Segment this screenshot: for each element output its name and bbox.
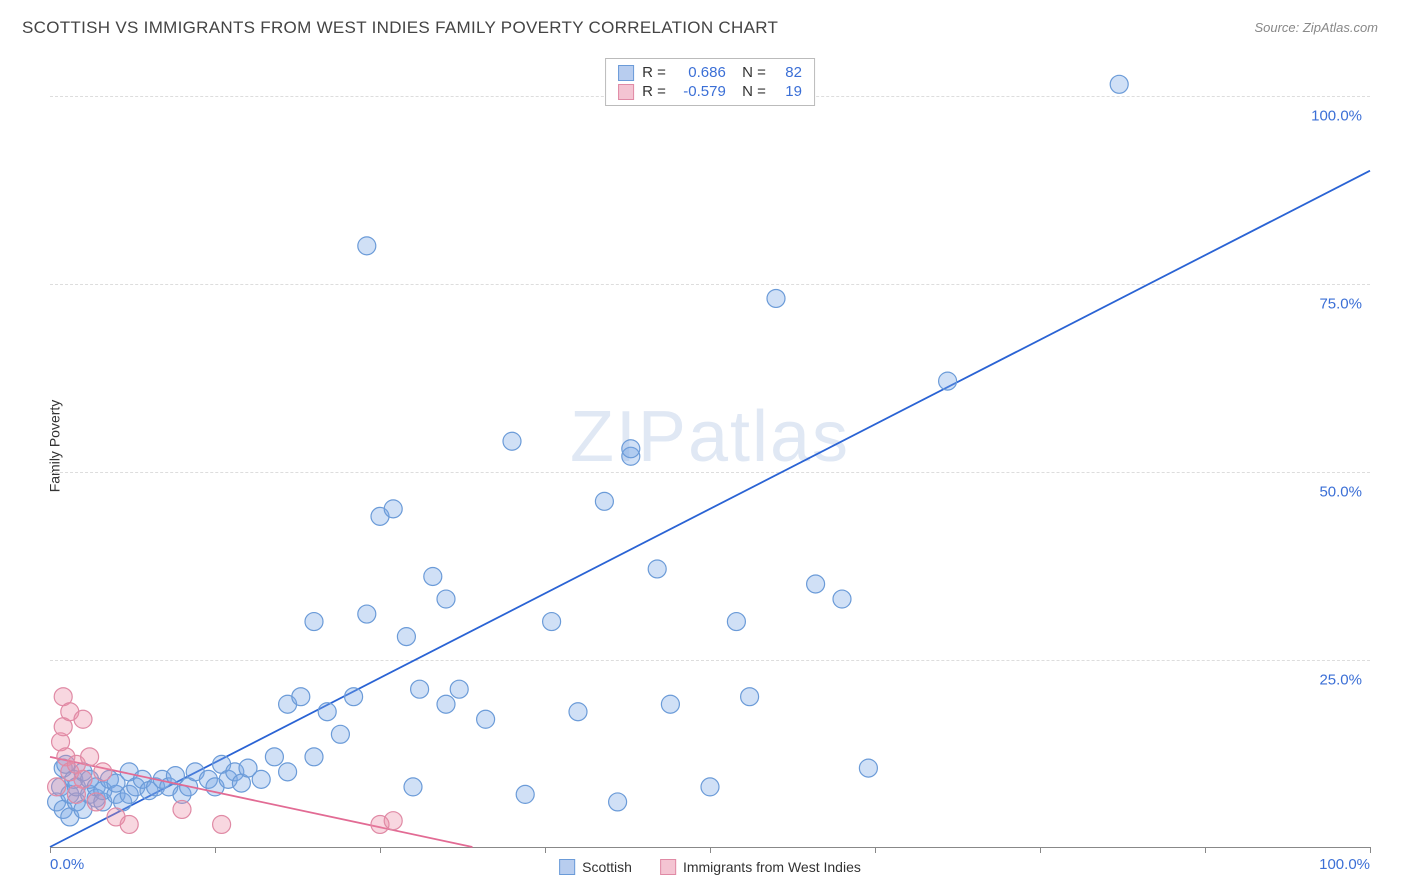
x-axis-min-label: 0.0% xyxy=(50,856,84,873)
data-point xyxy=(609,793,627,811)
source-attribution: Source: ZipAtlas.com xyxy=(1254,20,1378,35)
stats-row: R = -0.579 N = 19 xyxy=(618,82,802,101)
data-point xyxy=(81,748,99,766)
data-point xyxy=(622,440,640,458)
data-point xyxy=(74,710,92,728)
r-label: R = xyxy=(642,83,666,100)
x-tick xyxy=(545,847,546,853)
data-point xyxy=(595,492,613,510)
stats-legend-box: R = 0.686 N = 82 R = -0.579 N = 19 xyxy=(605,58,815,106)
data-point xyxy=(265,748,283,766)
data-point xyxy=(701,778,719,796)
data-point xyxy=(252,770,270,788)
legend-swatch xyxy=(618,65,634,81)
data-point xyxy=(120,815,138,833)
data-point xyxy=(384,812,402,830)
x-tick xyxy=(1370,847,1371,853)
data-point xyxy=(767,289,785,307)
legend-swatch xyxy=(559,859,575,875)
x-tick xyxy=(215,847,216,853)
data-point xyxy=(279,763,297,781)
data-point xyxy=(48,778,66,796)
data-point xyxy=(424,567,442,585)
data-point xyxy=(661,695,679,713)
x-tick xyxy=(710,847,711,853)
data-point xyxy=(305,748,323,766)
data-point xyxy=(727,613,745,631)
data-point xyxy=(345,688,363,706)
data-point xyxy=(292,688,310,706)
legend-swatch xyxy=(618,84,634,100)
data-point xyxy=(859,759,877,777)
data-point xyxy=(87,793,105,811)
data-point xyxy=(503,432,521,450)
legend-label: Immigrants from West Indies xyxy=(683,859,861,875)
legend-item: Scottish xyxy=(559,859,632,875)
x-tick xyxy=(875,847,876,853)
data-point xyxy=(358,237,376,255)
r-value: -0.579 xyxy=(674,83,726,100)
n-label: N = xyxy=(734,64,766,81)
data-point xyxy=(437,695,455,713)
data-point xyxy=(807,575,825,593)
data-point xyxy=(741,688,759,706)
data-point xyxy=(318,703,336,721)
plot-area: ZIPatlas 25.0%50.0%75.0%100.0% R =0.686 … xyxy=(50,58,1370,848)
n-label: N = xyxy=(734,83,766,100)
data-point xyxy=(477,710,495,728)
data-point xyxy=(384,500,402,518)
data-point xyxy=(516,785,534,803)
stats-row: R = 0.686 N = 82 xyxy=(618,63,802,82)
legend-label: Scottish xyxy=(582,859,632,875)
r-label: R = xyxy=(642,64,666,81)
x-tick xyxy=(1040,847,1041,853)
data-point xyxy=(411,680,429,698)
data-point xyxy=(74,770,92,788)
data-point xyxy=(404,778,422,796)
data-point xyxy=(358,605,376,623)
x-tick xyxy=(380,847,381,853)
x-axis-max-label: 100.0% xyxy=(1319,856,1370,873)
data-point xyxy=(543,613,561,631)
n-value: 82 xyxy=(774,64,802,81)
n-value: 19 xyxy=(774,83,802,100)
data-point xyxy=(1110,75,1128,93)
data-point xyxy=(94,763,112,781)
chart-title: SCOTTISH VS IMMIGRANTS FROM WEST INDIES … xyxy=(22,18,778,38)
data-point xyxy=(437,590,455,608)
data-point xyxy=(213,815,231,833)
data-point xyxy=(305,613,323,631)
series-legend: Scottish Immigrants from West Indies xyxy=(559,859,861,875)
trend-line xyxy=(50,171,1370,847)
r-value: 0.686 xyxy=(674,64,726,81)
data-point xyxy=(173,800,191,818)
data-point xyxy=(450,680,468,698)
data-point xyxy=(648,560,666,578)
data-point xyxy=(569,703,587,721)
data-point xyxy=(397,628,415,646)
x-tick xyxy=(50,847,51,853)
scatter-svg xyxy=(50,58,1370,847)
data-point xyxy=(331,725,349,743)
x-tick xyxy=(1205,847,1206,853)
legend-item: Immigrants from West Indies xyxy=(660,859,861,875)
data-point xyxy=(939,372,957,390)
data-point xyxy=(833,590,851,608)
chart-container: SCOTTISH VS IMMIGRANTS FROM WEST INDIES … xyxy=(0,0,1406,892)
legend-swatch xyxy=(660,859,676,875)
